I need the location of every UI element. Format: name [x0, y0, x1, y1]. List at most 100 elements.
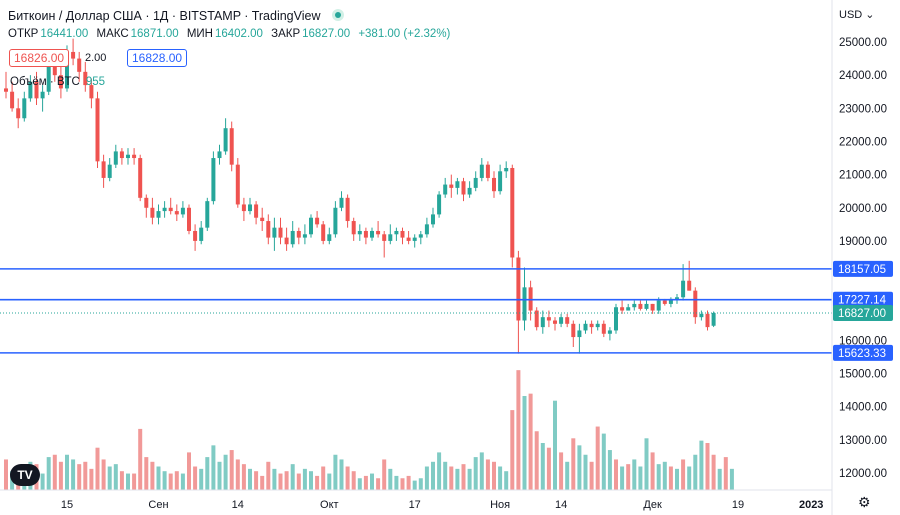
horizontal-lines[interactable]: [0, 268, 832, 354]
volume-bar: [71, 459, 76, 490]
candle: [302, 224, 307, 245]
candle-body: [363, 230, 368, 238]
volume-bar: [589, 461, 594, 490]
volume-bar: [546, 447, 551, 490]
candle: [382, 230, 387, 258]
candle: [607, 327, 612, 341]
candle-body: [516, 257, 521, 321]
candle-body: [699, 313, 704, 318]
candle-body: [467, 187, 472, 195]
chart-title[interactable]: Биткоин / Доллар США · 1Д · BITSTAMP · T…: [8, 9, 321, 23]
volume-bar: [156, 466, 161, 490]
price-axis[interactable]: 25000.00 24000.00 23000.00 22000.00 21000.00…: [839, 37, 887, 480]
price-axis-label: 18157.05: [833, 260, 893, 277]
candle-body: [4, 88, 8, 92]
candle: [528, 280, 533, 321]
price-axis-label: 15623.33: [833, 344, 893, 361]
volume-bar: [449, 466, 454, 490]
candle: [687, 260, 692, 291]
candle: [424, 217, 429, 238]
x-tick-label: Дек: [643, 499, 662, 511]
candle-body: [589, 323, 594, 328]
sell-button[interactable]: 16826.00: [9, 49, 70, 67]
volume-bar: [632, 459, 637, 490]
candle-body: [28, 81, 33, 99]
candle: [601, 320, 606, 338]
volume-bar: [498, 466, 503, 490]
candle: [467, 181, 472, 198]
candle: [559, 313, 564, 328]
volume-bar: [180, 473, 185, 490]
volume-bar: [528, 393, 533, 490]
volume-bar: [650, 452, 655, 490]
candle-body: [418, 234, 423, 238]
x-tick-label: 2023: [799, 499, 823, 511]
candle-body: [278, 227, 283, 238]
candle: [614, 303, 618, 334]
volume-bar: [595, 426, 600, 490]
candle: [479, 158, 484, 182]
volume-legend[interactable]: Объём · BTC 955: [10, 76, 105, 88]
candle: [681, 264, 686, 301]
y-tick-label: 19000.00: [839, 236, 887, 248]
candle-body: [546, 317, 551, 321]
volume-bar: [644, 438, 649, 490]
candle: [217, 144, 222, 165]
candle-body: [644, 303, 649, 309]
volume-value: 955: [85, 76, 106, 88]
candle: [394, 227, 399, 241]
candle-body: [321, 224, 326, 241]
buy-button[interactable]: 16828.00: [127, 49, 188, 67]
candle-body: [510, 167, 515, 258]
volume-bar: [638, 466, 643, 490]
volume-bar: [705, 443, 710, 490]
volume-bar: [95, 447, 100, 490]
volume-bar: [668, 466, 673, 490]
candle-body: [540, 317, 545, 328]
volume-bar: [473, 457, 478, 490]
currency-selector[interactable]: USD ⌄: [839, 8, 875, 21]
candle-body: [95, 98, 100, 162]
candle: [260, 207, 265, 231]
gear-icon[interactable]: ⚙: [858, 494, 871, 510]
candle-body: [424, 224, 429, 235]
candle-body: [211, 158, 216, 202]
candle-body: [138, 158, 143, 198]
candle-body: [443, 184, 448, 195]
candle: [540, 310, 545, 334]
tradingview-logo-icon[interactable]: TV: [10, 464, 40, 486]
volume-bar: [168, 473, 173, 490]
x-tick-label: 14: [232, 499, 244, 511]
volume-bar: [4, 459, 8, 490]
candle: [443, 177, 448, 198]
price-labels: 18157.05 17227.14 15623.33 16827.00: [833, 260, 893, 361]
candle-body: [254, 204, 259, 218]
candle: [119, 148, 124, 165]
volume-bar: [711, 454, 716, 490]
candle: [498, 164, 503, 195]
volume-bar: [601, 433, 606, 490]
change-value: +381.00 (+2.32%): [358, 28, 451, 40]
candle: [351, 217, 356, 241]
price-axis-label: 17227.14: [833, 291, 893, 308]
volume-bar: [58, 461, 63, 490]
candle-body: [656, 300, 661, 311]
time-axis[interactable]: 15 Сен 14 Окт 17 Ноя 14 Дек 19 2023: [61, 499, 824, 511]
candle-body: [229, 128, 234, 165]
candle-body: [168, 207, 173, 212]
candle: [71, 38, 76, 66]
candle-body: [668, 298, 673, 304]
candle: [412, 234, 417, 248]
candle: [162, 201, 167, 218]
volume-bar: [235, 459, 240, 490]
volume-bar: [260, 475, 265, 490]
candle: [546, 310, 551, 328]
candle-body: [174, 211, 179, 215]
candle: [388, 224, 393, 245]
open-value: 16441.00: [40, 28, 89, 40]
candle-body: [65, 51, 69, 89]
candle: [40, 85, 45, 112]
candle-body: [260, 217, 265, 222]
candle: [168, 197, 173, 215]
